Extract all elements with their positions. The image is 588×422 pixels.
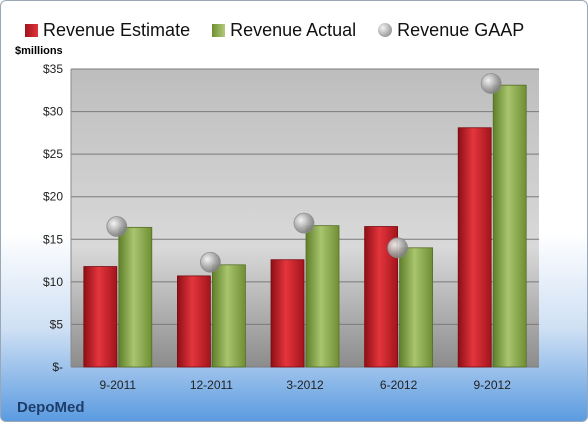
x-tick-label: 3-2012 (286, 378, 324, 392)
bar-revenue-actual (492, 84, 527, 368)
y-tick-label: $15 (43, 232, 63, 246)
bar-revenue-estimate (83, 266, 118, 368)
point-revenue-gaap (480, 73, 502, 94)
y-tick-label: $25 (43, 147, 63, 161)
legend-label-gaap: Revenue GAAP (397, 19, 525, 40)
bar-revenue-estimate (176, 275, 211, 368)
legend-swatch-gaap (378, 23, 393, 37)
y-tick-label: $5 (50, 317, 64, 331)
bar-revenue-estimate (457, 127, 492, 368)
y-axis-unit-label: $millions (15, 45, 63, 57)
legend-label-estimate: Revenue Estimate (43, 19, 191, 40)
bar-revenue-actual (118, 226, 153, 368)
legend-label-actual: Revenue Actual (230, 19, 357, 40)
point-revenue-gaap (106, 216, 128, 237)
x-tick-label: 6-2012 (380, 378, 418, 392)
legend-item-estimate: Revenue Estimate (25, 20, 190, 41)
legend-item-actual: Revenue Actual (212, 20, 356, 41)
y-tick-label: $30 (43, 105, 63, 119)
y-tick-label: $- (52, 360, 63, 374)
legend-item-gaap: Revenue GAAP (378, 20, 524, 41)
x-tick-label: 9-2011 (100, 378, 137, 392)
legend: Revenue Estimate Revenue Actual Revenue … (25, 17, 546, 43)
y-tick-label: $10 (43, 275, 63, 289)
bar-revenue-actual (399, 247, 434, 368)
bar-revenue-estimate (270, 259, 305, 368)
y-tick-label: $35 (43, 62, 63, 76)
point-revenue-gaap (387, 237, 409, 259)
company-name: DepoMed (17, 399, 85, 416)
legend-swatch-actual (212, 23, 226, 37)
point-revenue-gaap (199, 251, 221, 273)
point-revenue-gaap (293, 212, 315, 234)
x-tick-label: 9-2012 (474, 378, 512, 392)
legend-swatch-estimate (25, 23, 38, 37)
bar-revenue-actual (211, 264, 246, 368)
y-tick-label: $20 (43, 190, 63, 204)
x-tick-label: 12-2011 (190, 378, 233, 392)
bar-revenue-actual (305, 225, 340, 368)
